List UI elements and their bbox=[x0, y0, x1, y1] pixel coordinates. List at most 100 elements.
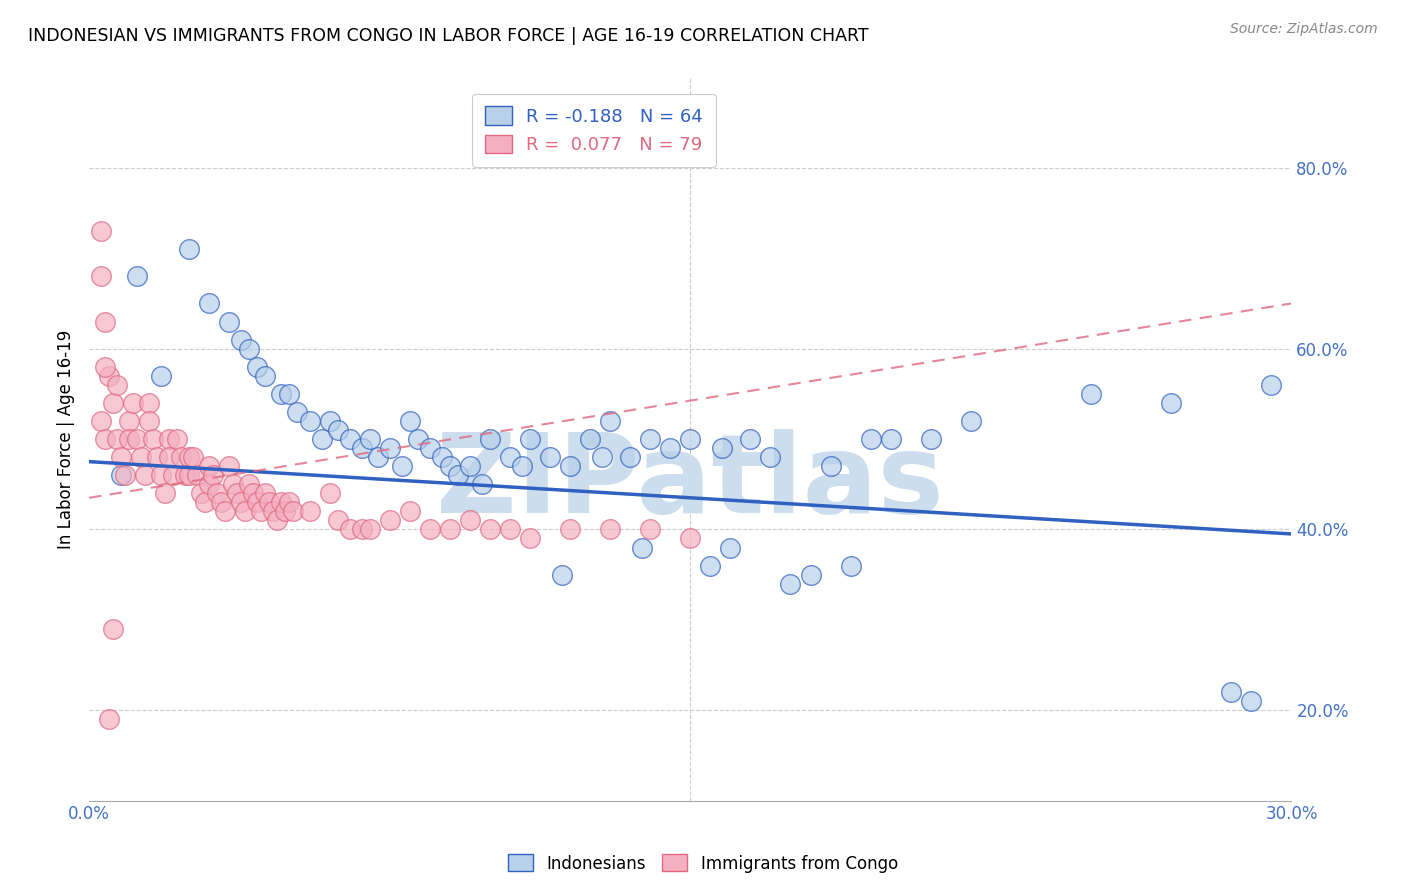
Point bbox=[350, 523, 373, 537]
Point bbox=[879, 432, 901, 446]
Point bbox=[1080, 387, 1102, 401]
Point bbox=[499, 450, 522, 464]
Point bbox=[439, 523, 461, 537]
Point bbox=[157, 450, 180, 464]
Point bbox=[799, 567, 821, 582]
Point bbox=[311, 432, 333, 446]
Point bbox=[101, 396, 124, 410]
Point bbox=[150, 368, 173, 383]
Point bbox=[150, 468, 173, 483]
Point bbox=[222, 477, 245, 491]
Point bbox=[246, 359, 269, 374]
Point bbox=[274, 504, 297, 518]
Point bbox=[202, 468, 225, 483]
Point bbox=[266, 513, 288, 527]
Point bbox=[190, 486, 212, 500]
Point bbox=[679, 532, 702, 546]
Point bbox=[90, 269, 112, 284]
Point bbox=[631, 541, 654, 555]
Point bbox=[406, 432, 429, 446]
Point bbox=[599, 414, 621, 428]
Point bbox=[471, 477, 494, 491]
Point bbox=[1260, 377, 1282, 392]
Point bbox=[1240, 694, 1263, 708]
Point bbox=[679, 432, 702, 446]
Point bbox=[186, 468, 208, 483]
Point bbox=[98, 368, 121, 383]
Point bbox=[326, 423, 349, 437]
Point bbox=[155, 486, 177, 500]
Point bbox=[350, 441, 373, 455]
Point bbox=[129, 450, 152, 464]
Point bbox=[235, 504, 257, 518]
Text: INDONESIAN VS IMMIGRANTS FROM CONGO IN LABOR FORCE | AGE 16-19 CORRELATION CHART: INDONESIAN VS IMMIGRANTS FROM CONGO IN L… bbox=[28, 27, 869, 45]
Point bbox=[510, 459, 533, 474]
Point bbox=[194, 495, 217, 509]
Point bbox=[478, 523, 501, 537]
Point bbox=[231, 495, 253, 509]
Legend: Indonesians, Immigrants from Congo: Indonesians, Immigrants from Congo bbox=[502, 847, 904, 880]
Point bbox=[558, 459, 581, 474]
Point bbox=[1220, 685, 1243, 699]
Point bbox=[419, 441, 441, 455]
Point bbox=[166, 432, 188, 446]
Point bbox=[226, 486, 249, 500]
Point bbox=[270, 495, 292, 509]
Point bbox=[218, 459, 240, 474]
Text: Source: ZipAtlas.com: Source: ZipAtlas.com bbox=[1230, 22, 1378, 37]
Point bbox=[122, 396, 145, 410]
Point bbox=[591, 450, 613, 464]
Point bbox=[94, 314, 117, 328]
Point bbox=[179, 468, 201, 483]
Point bbox=[579, 432, 602, 446]
Point bbox=[110, 468, 132, 483]
Point bbox=[558, 523, 581, 537]
Point bbox=[127, 269, 149, 284]
Point bbox=[246, 495, 269, 509]
Point bbox=[430, 450, 453, 464]
Point bbox=[174, 468, 197, 483]
Point bbox=[619, 450, 641, 464]
Point bbox=[779, 576, 801, 591]
Point bbox=[90, 414, 112, 428]
Point bbox=[699, 558, 721, 573]
Point bbox=[638, 432, 661, 446]
Point bbox=[638, 523, 661, 537]
Point bbox=[270, 387, 292, 401]
Point bbox=[398, 414, 420, 428]
Point bbox=[538, 450, 561, 464]
Point bbox=[339, 523, 361, 537]
Point bbox=[718, 541, 741, 555]
Point bbox=[94, 432, 117, 446]
Point bbox=[339, 432, 361, 446]
Point bbox=[198, 459, 221, 474]
Point bbox=[439, 459, 461, 474]
Point bbox=[118, 432, 141, 446]
Point bbox=[138, 414, 160, 428]
Point bbox=[179, 450, 201, 464]
Point bbox=[101, 622, 124, 636]
Point bbox=[659, 441, 682, 455]
Point bbox=[259, 495, 281, 509]
Point bbox=[94, 359, 117, 374]
Point bbox=[254, 486, 277, 500]
Point bbox=[146, 450, 169, 464]
Point bbox=[278, 387, 301, 401]
Point bbox=[105, 432, 128, 446]
Point bbox=[1160, 396, 1182, 410]
Point bbox=[519, 432, 541, 446]
Point bbox=[250, 504, 273, 518]
Point bbox=[114, 468, 136, 483]
Point bbox=[218, 314, 240, 328]
Point bbox=[170, 450, 193, 464]
Point bbox=[287, 405, 309, 419]
Point bbox=[367, 450, 389, 464]
Point bbox=[839, 558, 862, 573]
Point bbox=[278, 495, 301, 509]
Point bbox=[254, 368, 277, 383]
Point bbox=[920, 432, 942, 446]
Text: ZIPatlas: ZIPatlas bbox=[436, 429, 945, 536]
Point bbox=[198, 477, 221, 491]
Point bbox=[447, 468, 470, 483]
Point bbox=[138, 396, 160, 410]
